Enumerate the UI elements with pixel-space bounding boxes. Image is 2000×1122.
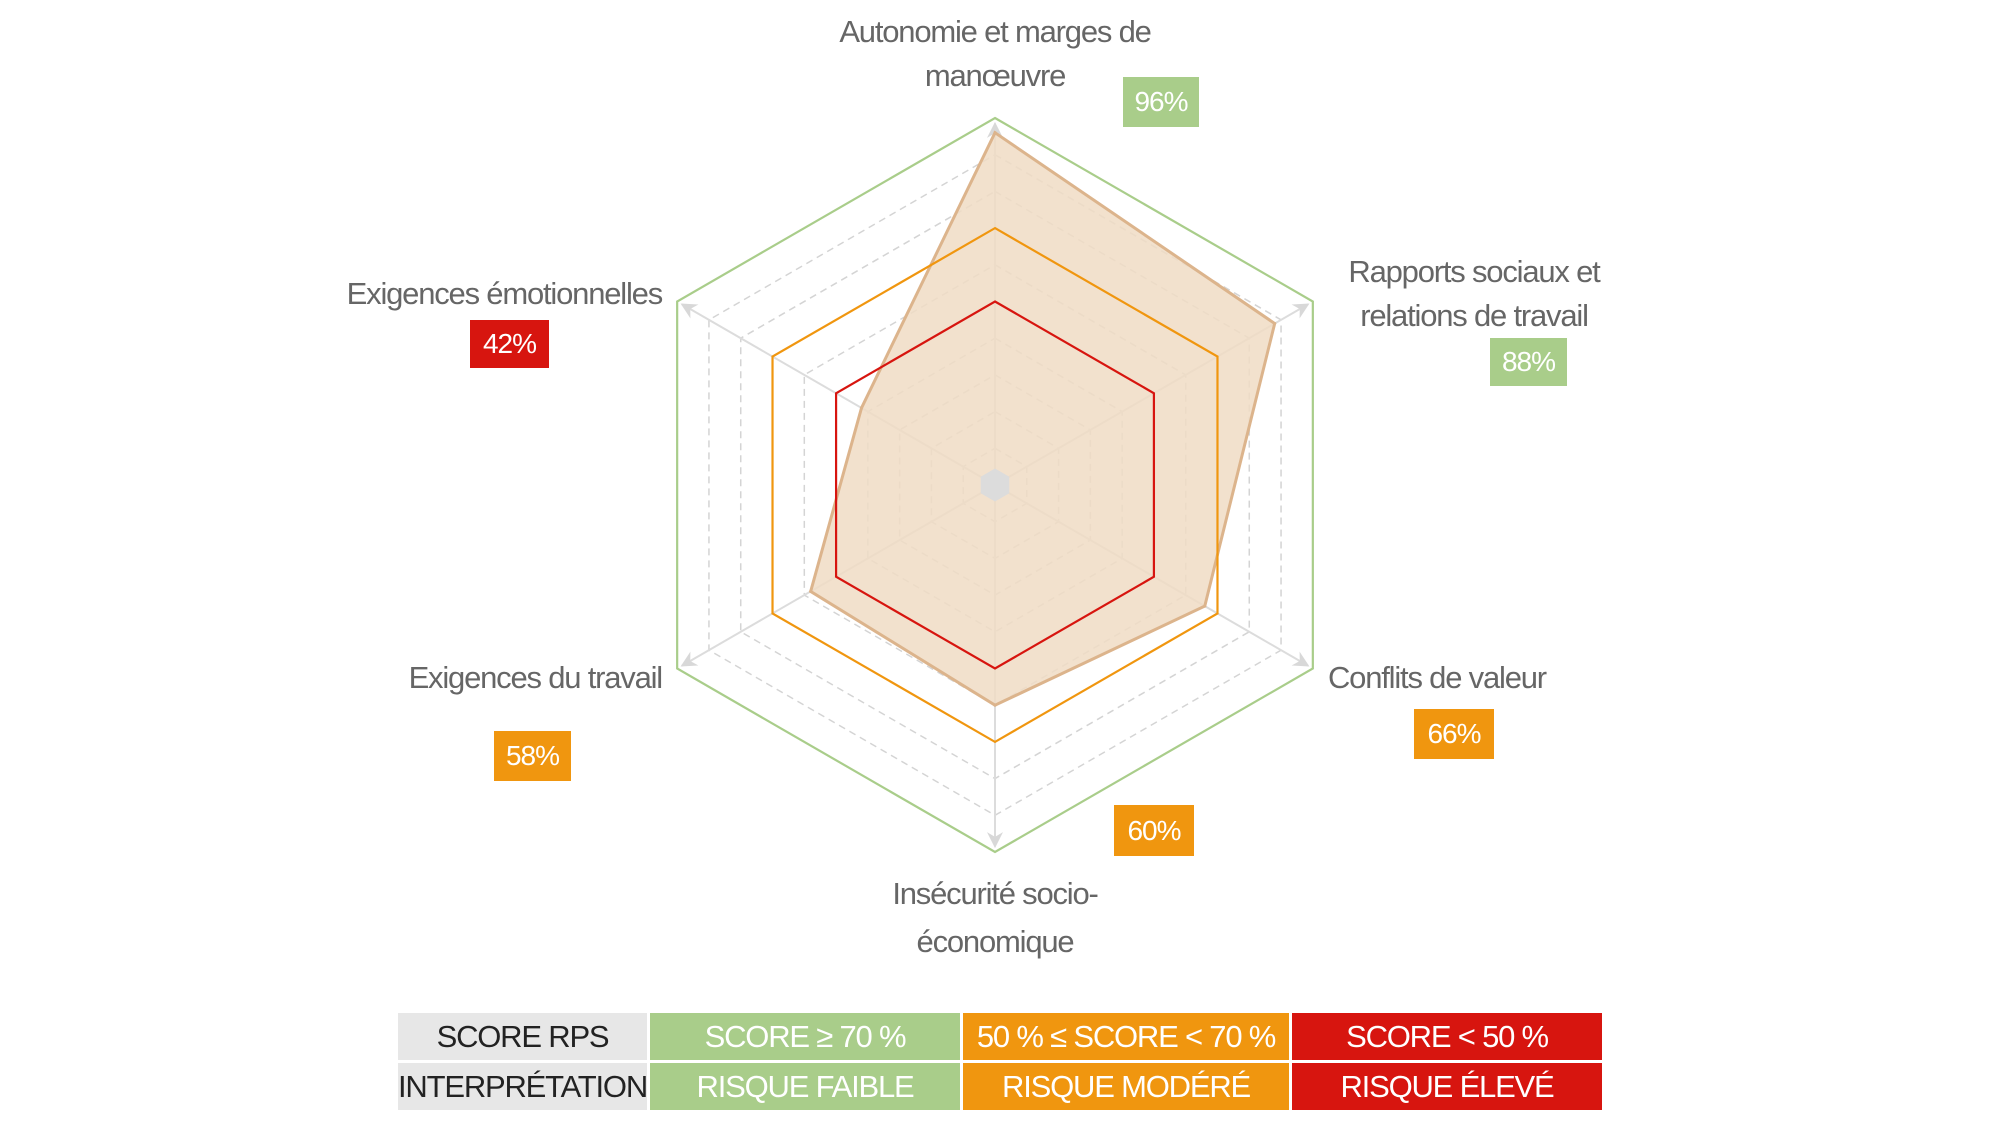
value-badge-conflits-valeur: 66% [1414, 709, 1494, 759]
legend-score-high: SCORE ≥ 70 % [650, 1013, 961, 1060]
legend-risk-high: RISQUE ÉLEVÉ [1292, 1063, 1603, 1110]
axis-label-autonomie: Autonomie et marges de manœuvre [795, 10, 1195, 98]
legend-score-mid: 50 % ≤ SCORE < 70 % [963, 1013, 1290, 1060]
axis-label-insecurite: Insécurité socio- économique [795, 870, 1195, 966]
legend-row-score: SCORE RPS SCORE ≥ 70 % 50 % ≤ SCORE < 70… [398, 1013, 1603, 1060]
label-line: Rapports sociaux et [1348, 254, 1600, 289]
data-area [808, 130, 1277, 707]
axis-label-exigences-emotionnelles: Exigences émotionnelles [162, 272, 664, 316]
data-point [993, 131, 997, 135]
data-point [1273, 322, 1277, 326]
axis-label-rapports-sociaux: Rapports sociaux et relations de travail [1274, 250, 1674, 338]
data-point [809, 589, 813, 593]
threshold-ring-70 [771, 226, 1219, 744]
legend-header-interpretation: INTERPRÉTATION [398, 1063, 648, 1110]
label-line: économique [916, 924, 1075, 959]
label-line: Exigences émotionnelles [346, 276, 664, 311]
label-line: Autonomie et marges de [839, 14, 1152, 49]
radar-chart [676, 116, 1314, 854]
label-line: Conflits de valeur [1328, 660, 1547, 695]
label-line: Insécurité socio- [892, 876, 1099, 911]
value-badge-exigences-travail: 58% [494, 731, 571, 781]
label-line: Exigences du travail [408, 660, 664, 695]
legend-risk-low: RISQUE FAIBLE [650, 1063, 961, 1110]
legend-score-low: SCORE < 50 % [1292, 1013, 1603, 1060]
value-badge-insecurite: 60% [1114, 805, 1194, 856]
value-badge-exigences-emotionnelles: 42% [470, 320, 549, 368]
legend-table: SCORE RPS SCORE ≥ 70 % 50 % ≤ SCORE < 70… [395, 1010, 1605, 1113]
center-marker [980, 468, 1010, 502]
threshold-ring-50 [834, 300, 1156, 670]
data-point [993, 703, 997, 707]
axis-label-conflits-valeur: Conflits de valeur [1328, 656, 1547, 700]
data-point [860, 406, 864, 410]
legend-header-score: SCORE RPS [398, 1013, 648, 1060]
label-line: relations de travail [1360, 298, 1589, 333]
legend-row-interpretation: INTERPRÉTATION RISQUE FAIBLE RISQUE MODÉ… [398, 1063, 1603, 1110]
label-line: manœuvre [924, 58, 1066, 93]
data-point [1203, 604, 1207, 608]
axis-label-exigences-travail: Exigences du travail [262, 656, 664, 700]
value-badge-rapports-sociaux: 88% [1490, 338, 1567, 386]
legend-risk-moderate: RISQUE MODÉRÉ [963, 1063, 1290, 1110]
value-badge-autonomie: 96% [1123, 77, 1199, 127]
threshold-ring-100 [676, 116, 1314, 854]
